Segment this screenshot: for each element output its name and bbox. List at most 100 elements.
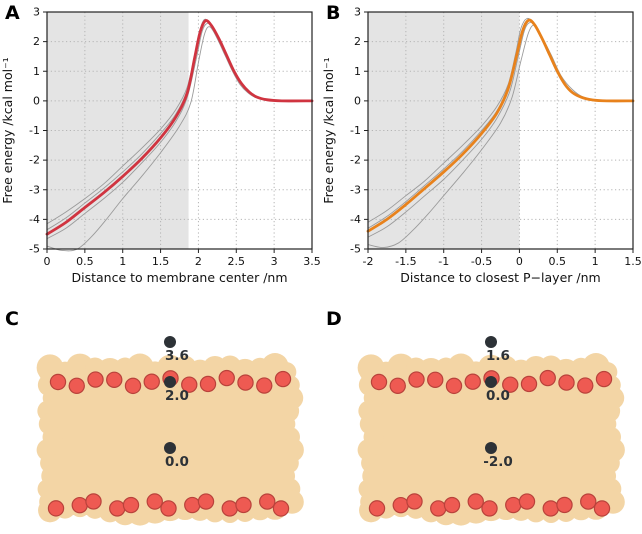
phosphate-bead xyxy=(274,370,292,388)
y-tick-label: 1 xyxy=(354,65,361,78)
x-tick-label: 0 xyxy=(516,255,523,268)
x-tick-label: 0.5 xyxy=(549,255,567,268)
series-mean-pmf xyxy=(45,19,314,236)
phosphate-bead xyxy=(368,500,386,517)
distance-marker-dot xyxy=(485,336,497,348)
phosphate-bead xyxy=(122,496,140,514)
phosphate-bead xyxy=(197,493,215,510)
panel-a: A 0 0.5 1 1.5 2 2.5 3 3.5 -5 -4 -3 -2 -1 0 1 2 3 Distance… xyxy=(0,0,321,302)
distance-marker-label: 1.6 xyxy=(486,348,510,364)
distance-marker-label: 3.6 xyxy=(165,348,189,364)
x-tick-label: 2.5 xyxy=(228,255,246,268)
chart-free-energy-vs-closest-p-layer: -2 -1.5 -1 -0.5 0 0.5 1 1.5 -5 -4 -3 -2 -1 0 1 2 3 Distan… xyxy=(321,6,642,286)
phosphate-bead xyxy=(184,496,201,514)
phosphate-bead xyxy=(445,377,463,395)
phosphate-bead xyxy=(505,496,522,514)
phosphate-bead xyxy=(502,376,519,393)
membrane-schematic-p-layer-distance: 1.6 0.0 -2.0 xyxy=(357,336,625,526)
phosphate-bead xyxy=(406,493,423,510)
phosphate-layer xyxy=(368,369,613,517)
x-tick-label: -2 xyxy=(363,255,374,268)
phosphate-bead xyxy=(221,500,238,517)
phosphate-bead xyxy=(181,376,198,393)
phosphate-bead xyxy=(408,371,425,388)
phosphate-bead xyxy=(392,496,409,514)
y-tick-label: -5 xyxy=(29,243,40,256)
phosphate-bead xyxy=(558,374,575,391)
phosphate-bead xyxy=(47,500,65,517)
y-tick-label: -1 xyxy=(29,124,40,137)
phosphate-bead xyxy=(218,369,235,387)
distance-marker-dot xyxy=(164,376,176,388)
phosphate-bead xyxy=(272,500,290,517)
panel-d: D 1.6 0.0 -2.0 xyxy=(321,302,642,534)
x-tick-label: 1 xyxy=(592,255,599,268)
distance-marker-label: 0.0 xyxy=(165,454,189,470)
phosphate-bead xyxy=(427,371,444,388)
y-tick-label: -1 xyxy=(350,124,361,137)
phosphate-bead xyxy=(595,370,613,388)
phosphate-bead xyxy=(124,377,142,395)
x-axis-label: Distance to membrane center /nm xyxy=(71,270,287,285)
x-tick-label: 1.5 xyxy=(624,255,642,268)
panel-b-label: B xyxy=(326,2,341,24)
y-tick-label: -3 xyxy=(350,183,361,196)
x-tick-label: 2 xyxy=(195,255,202,268)
x-tick-label: 1 xyxy=(119,255,126,268)
panel-a-label: A xyxy=(5,2,20,24)
y-tick-label: -4 xyxy=(29,213,40,226)
y-tick-label: 3 xyxy=(33,6,40,19)
x-tick-label: 0.5 xyxy=(76,255,94,268)
x-tick-label: -0.5 xyxy=(471,255,492,268)
panel-c-label: C xyxy=(5,308,19,330)
y-tick-label: 3 xyxy=(354,6,361,19)
y-tick-label: 0 xyxy=(354,94,361,107)
phosphate-bead xyxy=(199,375,217,393)
x-tick-label: -1 xyxy=(438,255,449,268)
distance-marker-dot xyxy=(485,442,497,454)
x-tick-label: 0 xyxy=(44,255,51,268)
y-tick-label: -2 xyxy=(350,154,361,167)
phosphate-bead xyxy=(87,371,104,388)
membrane-schematic-center-distance: 3.6 2.0 0.0 xyxy=(36,336,304,526)
distance-marker-dot xyxy=(164,336,176,348)
phosphate-bead xyxy=(146,493,163,510)
x-axis-label: Distance to closest P−layer /nm xyxy=(400,270,600,285)
y-tick-label: 2 xyxy=(33,35,40,48)
x-tick-label: 3.5 xyxy=(303,255,321,268)
series-mean-pmf xyxy=(366,18,635,233)
phosphate-bead xyxy=(389,377,406,394)
phosphate-bead xyxy=(71,496,88,514)
y-tick-label: -5 xyxy=(350,243,361,256)
phosphate-bead xyxy=(443,496,461,514)
phosphate-bead xyxy=(467,493,484,510)
distance-marker-label: 0.0 xyxy=(486,388,510,404)
y-tick-label: -2 xyxy=(29,154,40,167)
phosphate-bead xyxy=(577,377,594,394)
y-tick-label: -4 xyxy=(350,213,361,226)
phosphate-bead xyxy=(143,373,160,390)
phosphate-bead xyxy=(430,500,447,517)
phosphate-bead xyxy=(49,373,67,391)
phosphate-bead xyxy=(464,373,481,390)
y-tick-label: 2 xyxy=(354,35,361,48)
distance-marker-label: 2.0 xyxy=(165,388,189,404)
phosphate-bead xyxy=(542,500,559,517)
phosphate-bead xyxy=(160,500,177,517)
distance-marker-dot xyxy=(485,376,497,388)
y-axis-label: Free energy /kcal mol⁻¹ xyxy=(321,57,336,203)
y-tick-label: -3 xyxy=(29,183,40,196)
phosphate-bead xyxy=(593,500,611,517)
phosphate-bead xyxy=(68,377,85,394)
phosphate-bead xyxy=(85,493,102,510)
phosphate-layer xyxy=(47,369,292,517)
phosphate-bead xyxy=(259,493,276,510)
x-tick-label: 1.5 xyxy=(152,255,170,268)
x-tick-label: 3 xyxy=(271,255,278,268)
distance-marker-dot xyxy=(164,442,176,454)
phosphate-bead xyxy=(106,371,123,388)
distance-marker-label: -2.0 xyxy=(483,454,513,470)
phosphate-bead xyxy=(256,377,273,394)
phosphate-bead xyxy=(481,500,498,517)
